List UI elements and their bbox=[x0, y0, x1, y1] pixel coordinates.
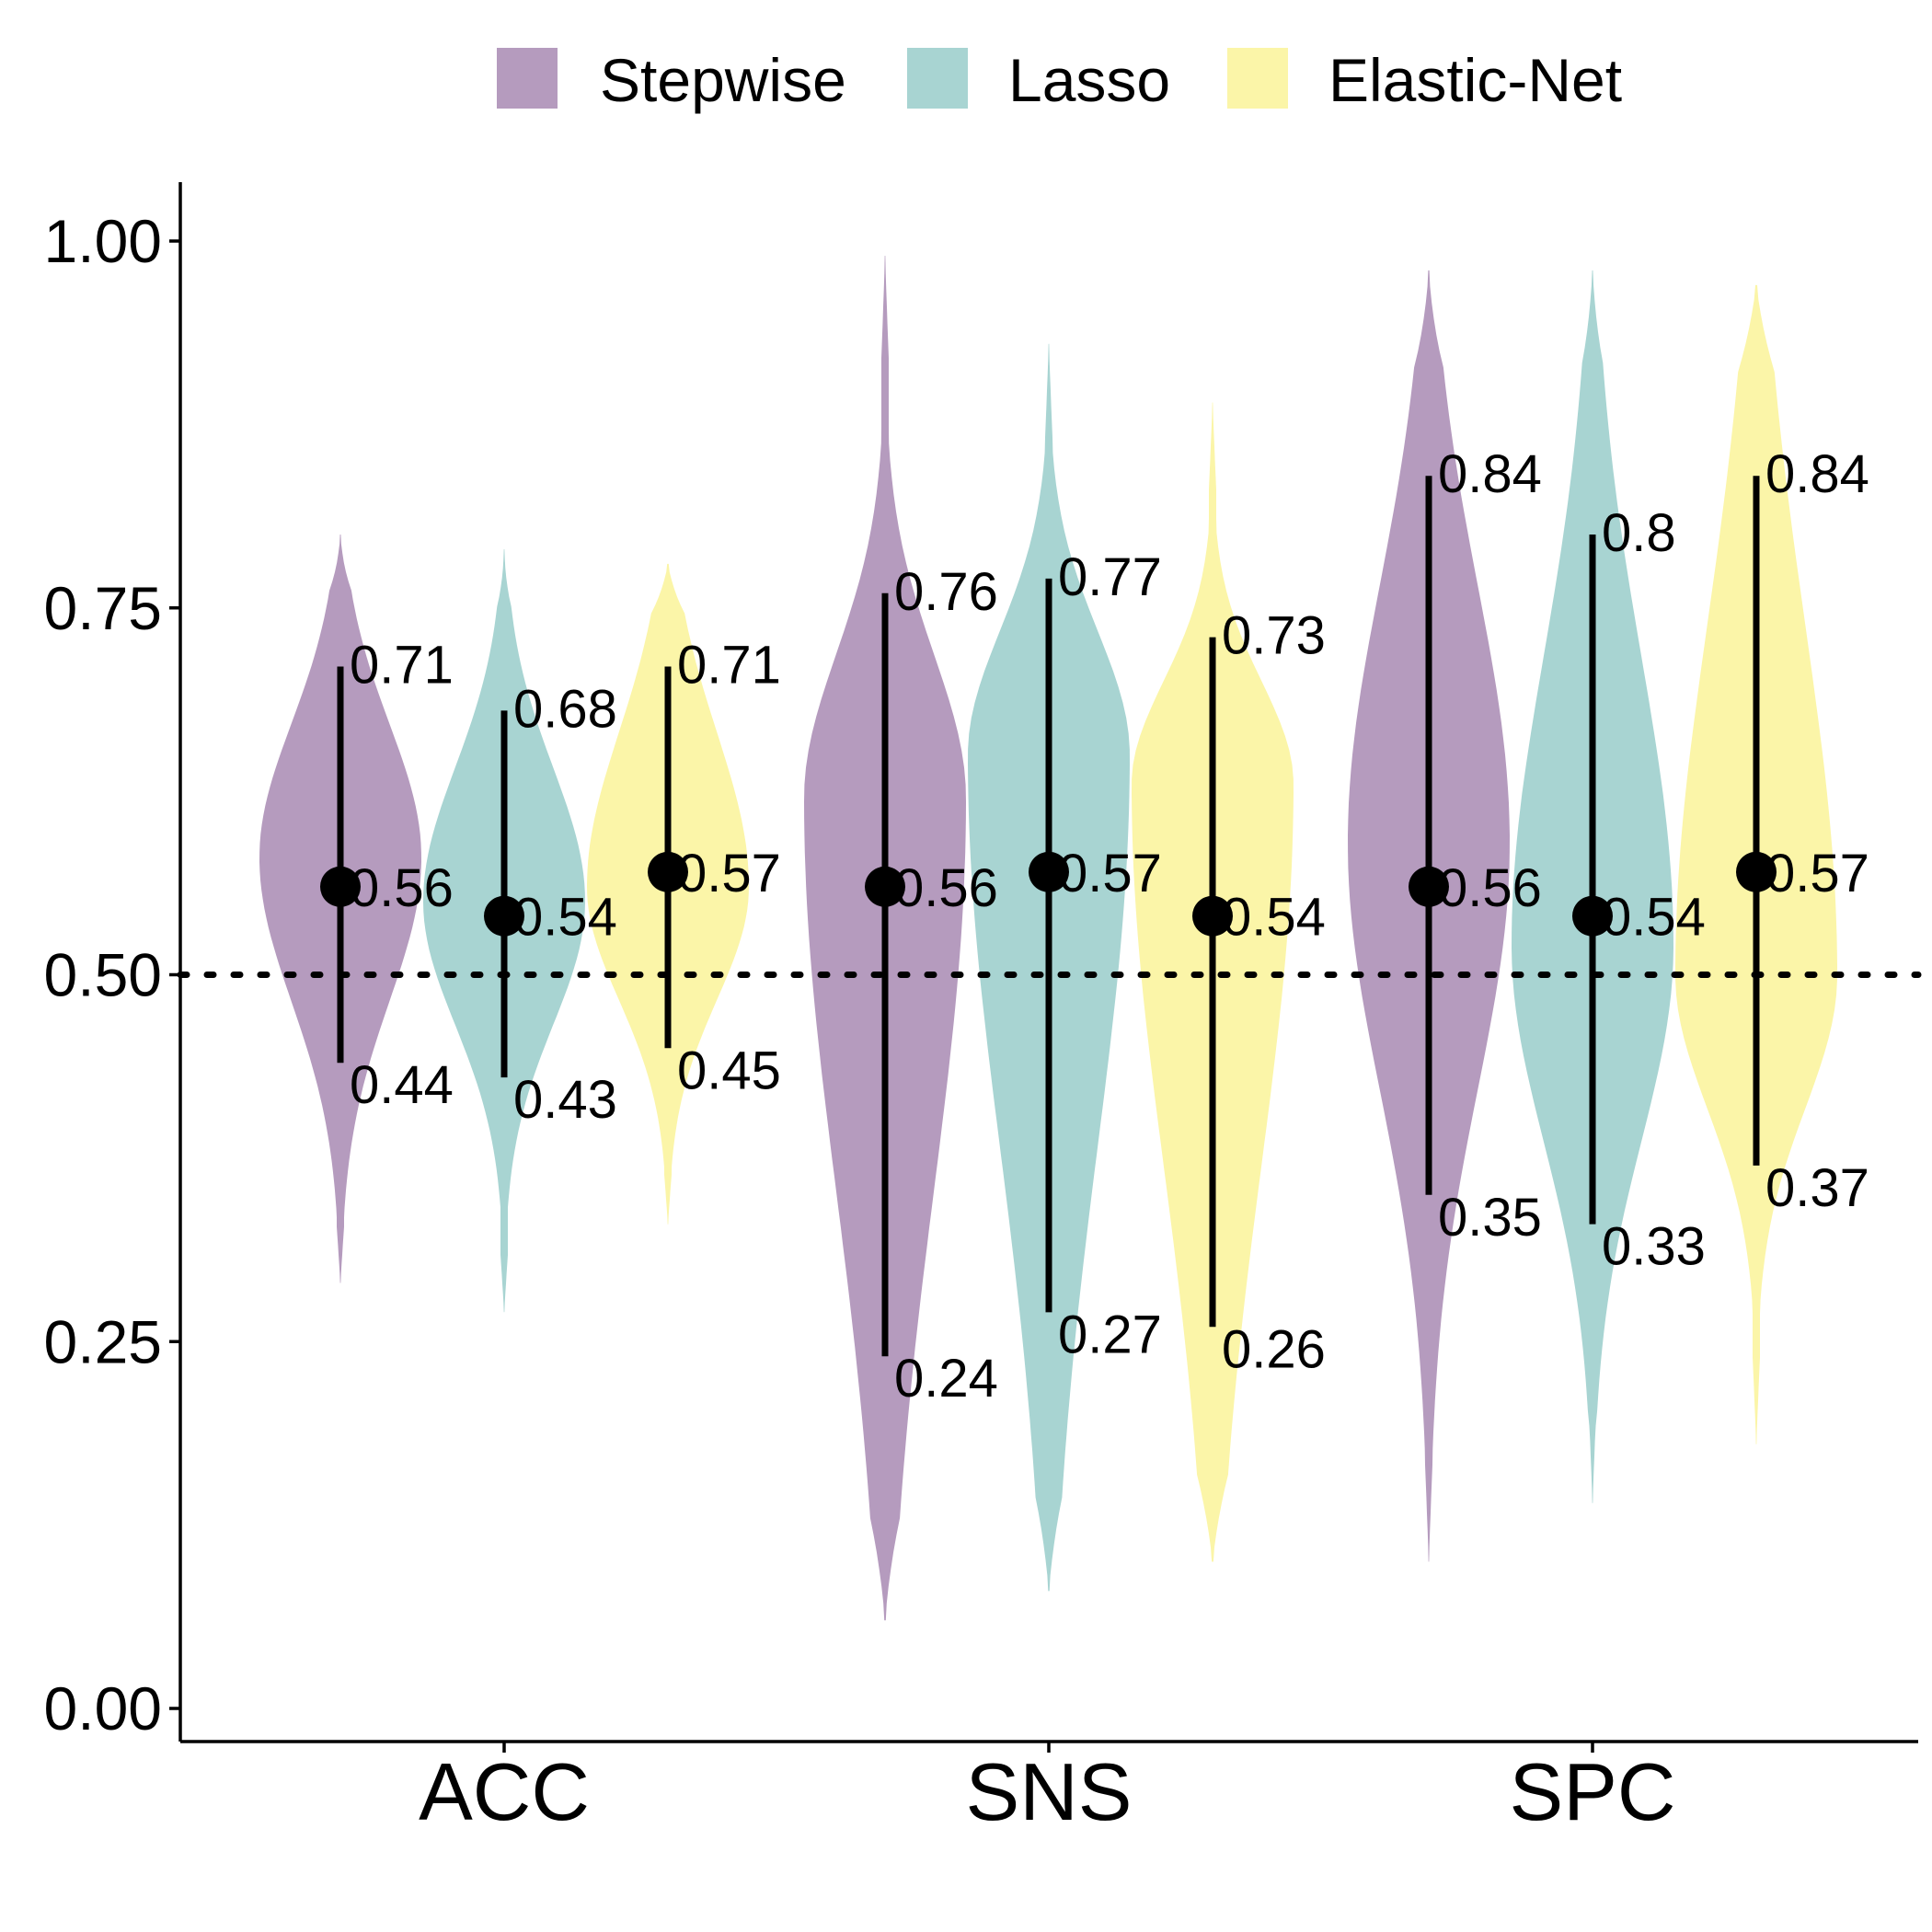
label-upper-stepwise-spc: 0.84 bbox=[1438, 444, 1542, 504]
legend-item-elastic-net: Elastic-Net bbox=[1227, 46, 1622, 114]
label-median-lasso-sns: 0.57 bbox=[1058, 844, 1162, 903]
label-median-stepwise-acc: 0.56 bbox=[350, 858, 454, 918]
label-upper-elastic-net-sns: 0.73 bbox=[1222, 606, 1326, 666]
label-median-lasso-spc: 0.54 bbox=[1602, 888, 1706, 948]
label-median-lasso-acc: 0.54 bbox=[513, 888, 617, 948]
x-tick-label-sns: SNS bbox=[966, 1746, 1133, 1837]
label-median-elastic-net-sns: 0.54 bbox=[1222, 888, 1326, 948]
label-upper-elastic-net-spc: 0.84 bbox=[1765, 444, 1869, 504]
label-median-stepwise-sns: 0.56 bbox=[894, 858, 998, 918]
legend-label-stepwise: Stepwise bbox=[600, 46, 846, 114]
label-lower-stepwise-acc: 0.44 bbox=[350, 1055, 454, 1115]
legend-item-lasso: Lasso bbox=[907, 46, 1170, 114]
interval-group bbox=[320, 476, 1777, 1357]
label-upper-lasso-acc: 0.68 bbox=[513, 679, 617, 739]
label-lower-elastic-net-acc: 0.45 bbox=[677, 1041, 781, 1100]
y-tick-label-0.75: 0.75 bbox=[44, 574, 162, 642]
label-median-elastic-net-acc: 0.57 bbox=[677, 844, 781, 903]
label-lower-lasso-spc: 0.33 bbox=[1602, 1217, 1706, 1277]
label-lower-lasso-sns: 0.27 bbox=[1058, 1305, 1162, 1364]
median-point-stepwise-spc bbox=[1409, 866, 1449, 907]
median-point-lasso-sns bbox=[1029, 851, 1069, 892]
legend-swatch-elastic-net bbox=[1227, 48, 1288, 109]
label-lower-stepwise-spc: 0.35 bbox=[1438, 1188, 1542, 1248]
label-lower-elastic-net-spc: 0.37 bbox=[1765, 1158, 1869, 1218]
y-tick-label-0.00: 0.00 bbox=[44, 1674, 162, 1742]
y-tick-label-0.25: 0.25 bbox=[44, 1307, 162, 1375]
legend: Stepwise Lasso Elastic-Net bbox=[497, 46, 1622, 114]
data-labels: 0.71 0.56 0.44 0.76 0.56 0.24 0.84 0.56 0.35 0.68… bbox=[350, 444, 1869, 1409]
median-point-stepwise-acc bbox=[320, 866, 361, 907]
median-point-lasso-spc bbox=[1572, 895, 1613, 937]
label-lower-lasso-acc: 0.43 bbox=[513, 1070, 617, 1130]
median-point-lasso-acc bbox=[484, 895, 524, 937]
label-median-elastic-net-spc: 0.57 bbox=[1765, 844, 1869, 903]
median-point-elastic-net-sns bbox=[1192, 895, 1233, 937]
label-upper-stepwise-acc: 0.71 bbox=[350, 636, 454, 696]
y-tick-label-1.00: 1.00 bbox=[44, 207, 162, 275]
legend-label-lasso: Lasso bbox=[1008, 46, 1170, 114]
legend-swatch-stepwise bbox=[497, 48, 558, 109]
y-tick-label-0.50: 0.50 bbox=[44, 941, 162, 1009]
axes: 0.00 0.25 0.50 0.75 1.00 ACC SNS SPC bbox=[44, 182, 1918, 1837]
label-median-stepwise-spc: 0.56 bbox=[1438, 858, 1542, 918]
x-tick-label-acc: ACC bbox=[419, 1746, 590, 1837]
x-tick-label-spc: SPC bbox=[1510, 1746, 1676, 1837]
legend-label-elastic-net: Elastic-Net bbox=[1328, 46, 1622, 114]
label-upper-stepwise-sns: 0.76 bbox=[894, 562, 998, 622]
legend-swatch-lasso bbox=[907, 48, 968, 109]
label-lower-stepwise-sns: 0.24 bbox=[894, 1349, 998, 1409]
median-point-elastic-net-acc bbox=[648, 851, 688, 892]
median-point-elastic-net-spc bbox=[1736, 851, 1777, 892]
legend-item-stepwise: Stepwise bbox=[497, 46, 846, 114]
label-upper-lasso-sns: 0.77 bbox=[1058, 547, 1162, 607]
label-upper-elastic-net-acc: 0.71 bbox=[677, 636, 781, 696]
median-point-stepwise-sns bbox=[865, 866, 905, 907]
label-lower-elastic-net-sns: 0.26 bbox=[1222, 1319, 1326, 1379]
label-upper-lasso-spc: 0.8 bbox=[1602, 503, 1676, 563]
